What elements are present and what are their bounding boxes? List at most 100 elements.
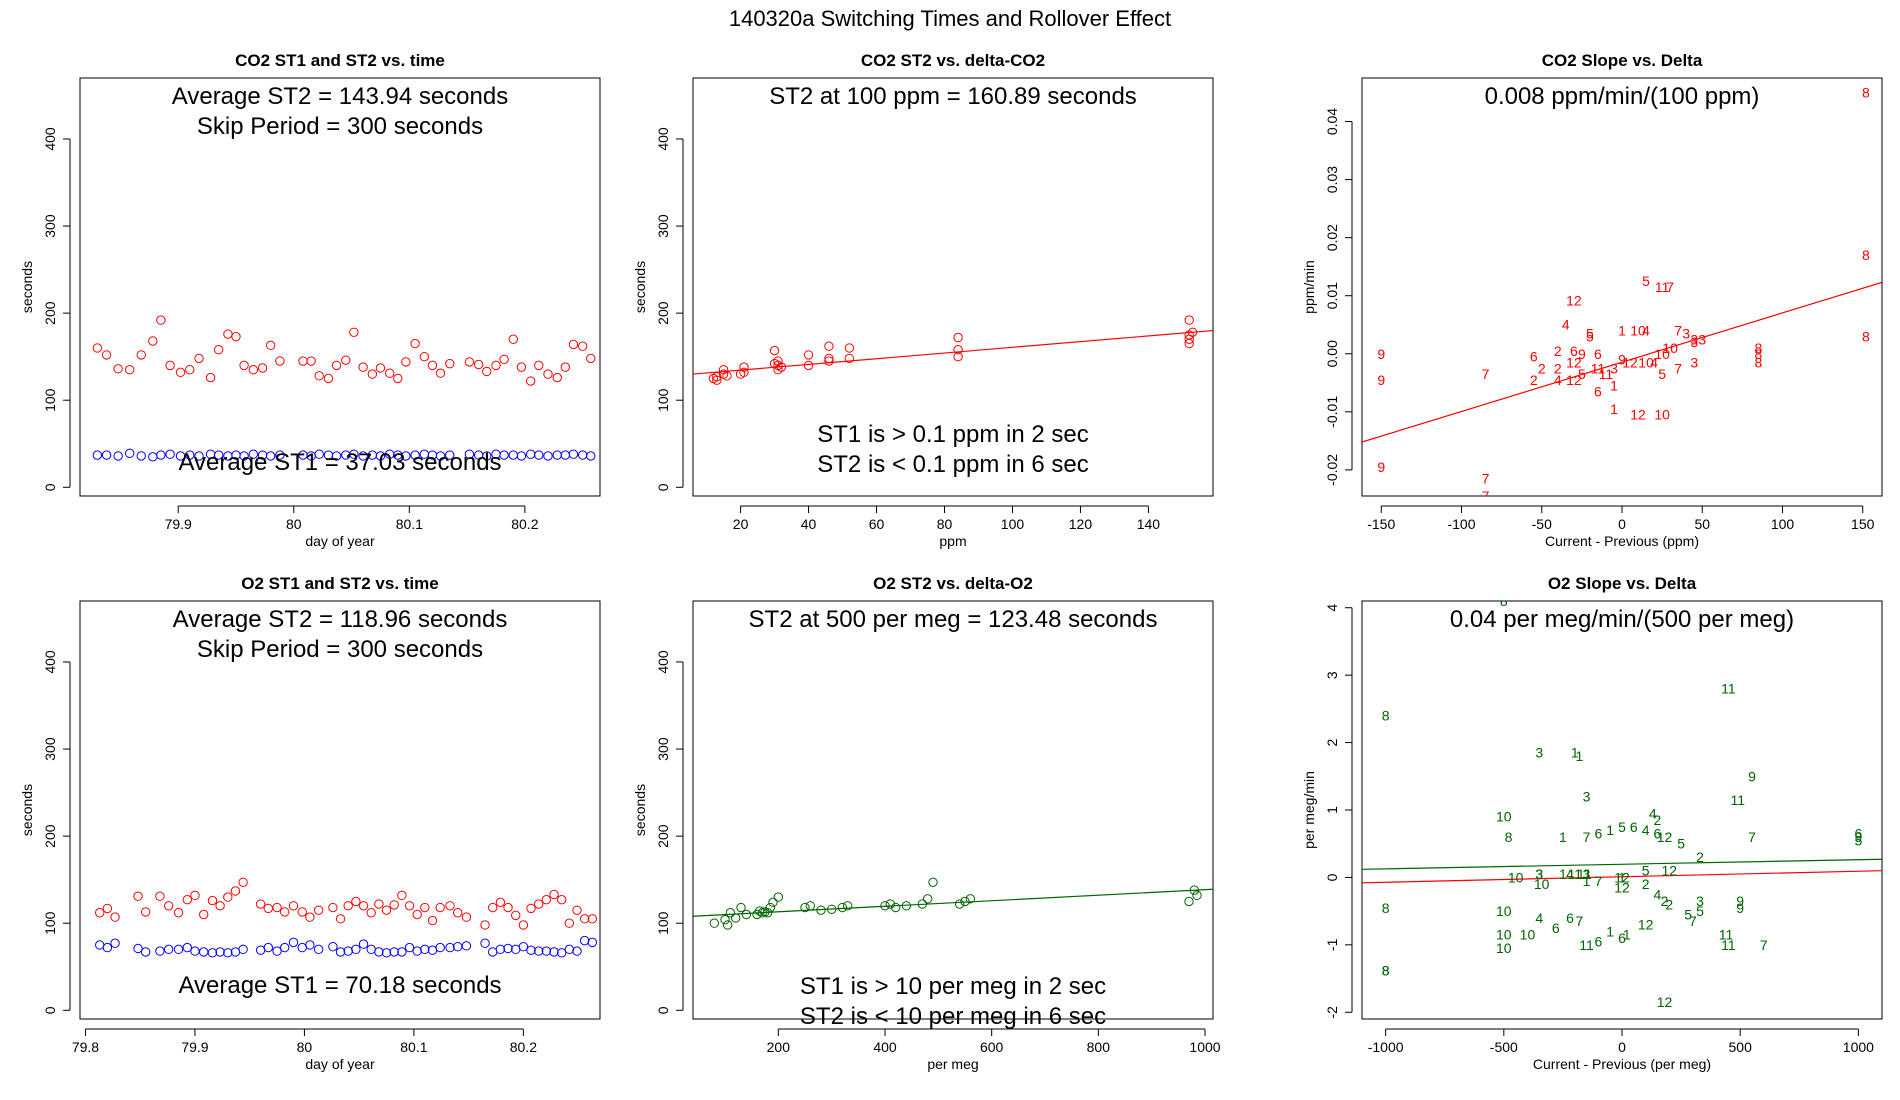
data-point-points — [844, 353, 855, 364]
data-point-st1 — [280, 942, 290, 953]
fit-line — [693, 888, 1213, 917]
data-point-st2 — [384, 368, 395, 378]
data-point-st1 — [556, 948, 567, 958]
point-label: 2 — [1665, 896, 1673, 912]
point-label: 5 — [1642, 273, 1650, 289]
point-label: 6 — [1594, 826, 1602, 842]
data-point-st2 — [314, 371, 324, 381]
point-label: 5 — [1642, 863, 1650, 879]
data-point-st1 — [331, 451, 342, 461]
point-label: 4 — [1650, 354, 1658, 370]
data-point-st1 — [560, 450, 571, 460]
y-axis-label: seconds — [632, 261, 648, 313]
point-label: 7 — [1482, 488, 1490, 504]
point-label: 7 — [1748, 829, 1756, 845]
data-point-st1 — [511, 944, 521, 955]
x-tick-label: 80.1 — [400, 1039, 427, 1055]
data-point-st2 — [165, 360, 175, 371]
x-tick-label: 1000 — [1189, 1039, 1220, 1055]
panel-title: O2 ST2 vs. delta-O2 — [873, 574, 1033, 593]
point-label: 3 — [1698, 331, 1706, 347]
y-tick-label: 200 — [42, 301, 58, 325]
data-point-points — [824, 356, 834, 366]
point-label: 11 — [1731, 792, 1746, 808]
x-tick-label: 79.9 — [181, 1039, 208, 1055]
y-axis-label: seconds — [19, 784, 35, 836]
data-point-points — [837, 902, 848, 913]
point-label: 6 — [1594, 933, 1602, 949]
point-label: 6 — [1594, 384, 1602, 400]
data-point-st1 — [328, 942, 338, 952]
fit-line — [693, 329, 1213, 375]
data-point-points — [1184, 315, 1194, 325]
point-label: 1 — [1559, 829, 1567, 845]
data-point-st2 — [110, 912, 120, 922]
data-point-points — [720, 915, 730, 925]
y-tick-label: 300 — [42, 737, 58, 761]
data-point-st2 — [473, 359, 484, 370]
point-label: 1 — [1606, 923, 1614, 939]
data-point-st2 — [306, 356, 316, 366]
point-label: 12 — [1622, 354, 1638, 370]
x-axis-label: Current - Previous (ppm) — [1545, 533, 1699, 549]
x-tick-label: 1000 — [1843, 1039, 1874, 1055]
x-tick-label: -100 — [1447, 516, 1475, 532]
data-point-st2 — [205, 372, 216, 383]
plot-area — [693, 877, 1213, 930]
data-point-points — [954, 899, 965, 909]
panel-6: O2 Slope vs. Delta -1000 -500 0 500 1000 Curre… — [1301, 574, 1883, 1072]
data-point-points — [769, 358, 780, 369]
data-point-st1 — [404, 942, 415, 953]
y-tick-label: 400 — [655, 127, 671, 151]
data-point-st2 — [163, 901, 174, 911]
data-point-st1 — [173, 944, 184, 955]
data-point-points — [1184, 896, 1194, 907]
data-point-points — [960, 896, 970, 907]
point-label: 10 — [1496, 940, 1512, 956]
data-point-points — [824, 341, 834, 351]
data-point-st2 — [518, 920, 529, 930]
panel-annotation: Average ST1 = 70.18 seconds — [178, 972, 501, 999]
point-label: 9 — [1736, 900, 1744, 916]
point-label: 10 — [1496, 927, 1512, 943]
data-point-st1 — [495, 944, 506, 955]
data-point-st2 — [207, 895, 218, 906]
point-label: 6 — [1594, 346, 1602, 362]
data-point-st2 — [419, 351, 430, 362]
data-point-st1 — [541, 946, 552, 956]
point-label: 2 — [1538, 360, 1546, 376]
point-label: 10 — [1654, 346, 1670, 362]
x-tick-label: 80 — [286, 516, 302, 532]
data-point-st1 — [525, 449, 536, 459]
panel-2: CO2 ST2 vs. delta-CO2 20 40 60 80 100 120 140 pp… — [632, 51, 1214, 549]
data-point-st1 — [461, 941, 472, 951]
y-tick-label: 200 — [655, 301, 671, 325]
panel-title: CO2 Slope vs. Delta — [1542, 51, 1703, 70]
data-point-st2 — [374, 899, 384, 909]
data-point-st1 — [389, 947, 399, 957]
data-point-st2 — [412, 909, 422, 920]
data-point-st1 — [133, 943, 143, 954]
data-point-st2 — [511, 910, 521, 921]
data-point-st2 — [351, 896, 361, 907]
data-point-points — [722, 920, 733, 930]
data-point-st2 — [182, 894, 192, 905]
y-tick-label: 100 — [42, 911, 58, 935]
panel-annotation: ST2 is < 0.1 ppm in 6 sec — [817, 451, 1088, 478]
data-point-points — [826, 904, 837, 914]
data-point-st1 — [351, 944, 361, 955]
data-point-points — [885, 899, 896, 909]
data-point-points — [741, 909, 752, 920]
plot-frame — [1361, 77, 1883, 497]
data-point-st1 — [238, 944, 248, 955]
data-point-st1 — [335, 947, 346, 957]
y-axis-label: per meg/min — [1301, 771, 1317, 849]
x-tick-label: 20 — [733, 516, 749, 532]
panel-annotation: 0.008 ppm/min/(100 ppm) — [1485, 83, 1760, 110]
data-point-st2 — [499, 354, 509, 364]
data-point-points — [901, 901, 912, 911]
panel-3: CO2 Slope vs. Delta -150 -100 -50 0 50 100 150 C… — [1301, 51, 1883, 549]
data-point-st1 — [215, 947, 225, 957]
y-tick-label: 0.00 — [1324, 340, 1340, 367]
data-point-st1 — [272, 946, 282, 956]
